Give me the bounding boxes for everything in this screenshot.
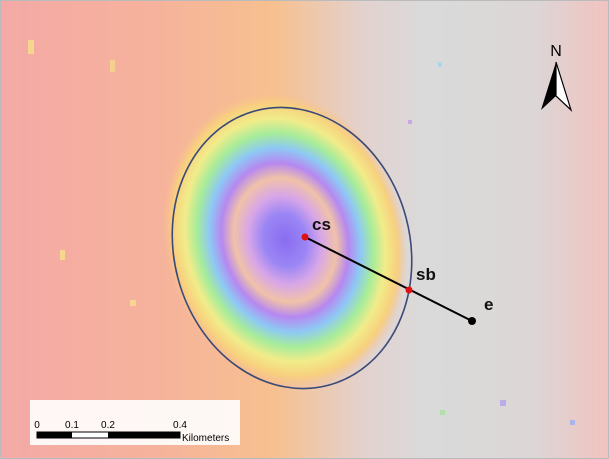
- scale-unit: Kilometers: [182, 433, 229, 444]
- deformation-fringes: [162, 91, 408, 389]
- scale-label: 0: [34, 420, 40, 431]
- noise-pixels: [28, 40, 575, 425]
- point-sb: [405, 286, 413, 294]
- source-outline: [171, 106, 413, 390]
- point-label: e: [484, 295, 493, 314]
- point-cs: [301, 233, 309, 241]
- profile-line: [304, 236, 473, 322]
- scale-label: 0.2: [101, 420, 115, 431]
- scale-bar: 0 0.1 0.2 0.4 Kilometers: [30, 400, 240, 445]
- point-label: sb: [416, 265, 436, 284]
- north-arrow: N: [541, 43, 573, 112]
- north-label: N: [550, 43, 562, 60]
- scale-label: 0.1: [65, 420, 79, 431]
- point-e: [468, 317, 476, 325]
- scale-label: 0.4: [173, 420, 187, 431]
- point-label: cs: [312, 215, 331, 234]
